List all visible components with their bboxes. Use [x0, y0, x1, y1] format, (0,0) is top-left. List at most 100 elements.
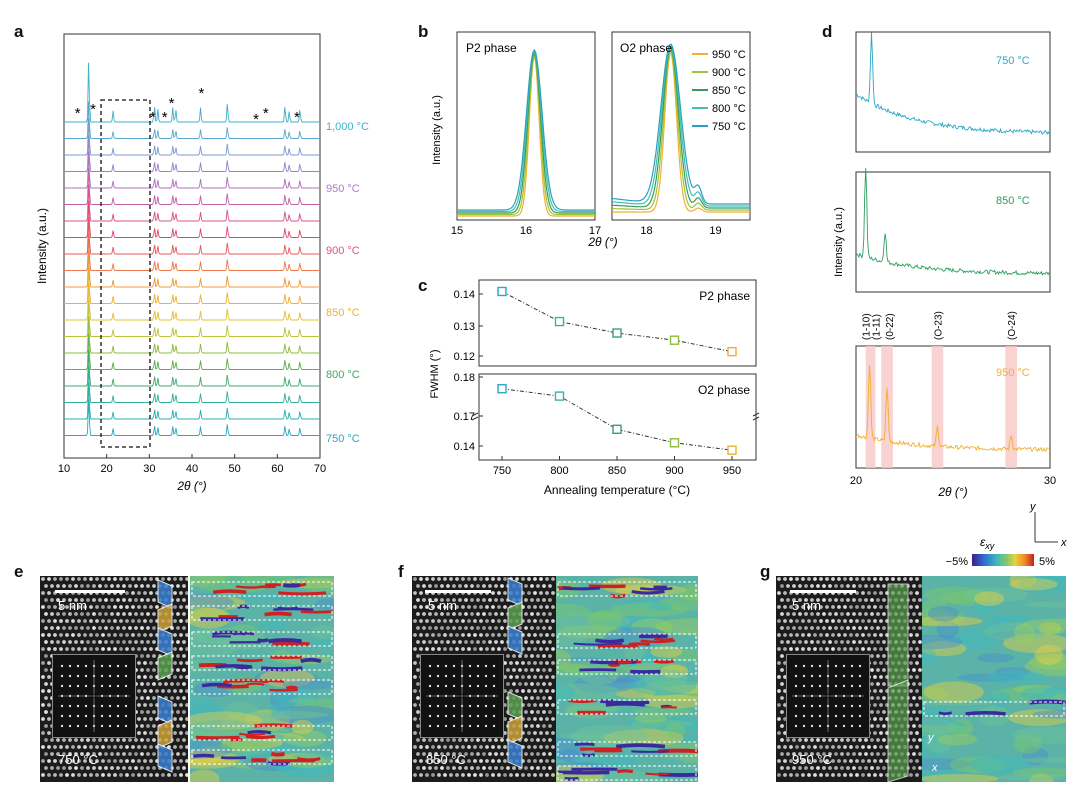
- atom-column: [467, 759, 471, 763]
- p2-peak-trace: [457, 51, 595, 214]
- atom-column: [777, 675, 781, 679]
- strain-blob: [1011, 726, 1066, 744]
- atom-column: [867, 605, 871, 609]
- atom-column: [74, 612, 78, 616]
- temp-label: 850 °C: [326, 307, 360, 319]
- atom-column: [876, 640, 880, 644]
- atom-column: [413, 619, 417, 623]
- strain-blob: [999, 773, 1065, 781]
- atom-column: [140, 682, 144, 686]
- atom-column: [446, 612, 450, 616]
- atom-column: [179, 633, 183, 637]
- atom-column: [59, 773, 63, 777]
- g-axis-y-label: y: [928, 732, 934, 744]
- strain-blob: [615, 687, 656, 699]
- atom-column: [413, 745, 417, 749]
- atom-column: [545, 759, 549, 763]
- star-marker: *: [169, 95, 175, 112]
- strain-blob: [989, 631, 1039, 639]
- atom-column: [876, 724, 880, 728]
- atom-column: [500, 598, 504, 602]
- atom-column: [810, 766, 814, 770]
- atom-column: [780, 766, 784, 770]
- atom-column: [56, 752, 60, 756]
- atom-column: [825, 633, 829, 637]
- scale-label-e: 5 nm: [58, 598, 87, 613]
- fft-spot: [492, 714, 496, 718]
- atom-column: [861, 605, 865, 609]
- atom-column: [437, 773, 441, 777]
- atom-column: [831, 773, 835, 777]
- atom-column: [47, 689, 51, 693]
- p2-peak-trace: [457, 52, 595, 216]
- strain-streak: [300, 657, 322, 664]
- atom-column: [813, 619, 817, 623]
- atom-column: [551, 759, 555, 763]
- atom-column: [804, 598, 808, 602]
- d-traces: [855, 32, 1050, 452]
- atom-column: [527, 745, 531, 749]
- atom-column: [122, 640, 126, 644]
- atom-column: [125, 619, 129, 623]
- atom-column: [44, 766, 48, 770]
- fft-spot: [452, 714, 456, 718]
- atom-column: [44, 612, 48, 616]
- atom-column: [461, 619, 465, 623]
- atom-column: [419, 773, 423, 777]
- fft-spot: [68, 724, 72, 728]
- fft-spot: [68, 674, 72, 678]
- atom-column: [795, 577, 799, 581]
- fft-spot: [444, 724, 448, 728]
- atom-column: [870, 766, 874, 770]
- hkl-label: (O-23): [933, 311, 944, 340]
- atom-column: [822, 584, 826, 588]
- atom-column: [128, 738, 132, 742]
- atom-column: [506, 654, 510, 658]
- atom-column: [909, 577, 913, 581]
- atom-column: [488, 626, 492, 630]
- atom-column: [828, 738, 832, 742]
- atom-column: [909, 619, 913, 623]
- atom-column: [801, 745, 805, 749]
- atom-column: [440, 612, 444, 616]
- atom-column: [855, 647, 859, 651]
- atom-column: [413, 675, 417, 679]
- atom-column: [879, 647, 883, 651]
- fft-spot: [84, 724, 88, 728]
- atom-column: [149, 759, 153, 763]
- atom-column: [122, 766, 126, 770]
- fft-spot: [68, 704, 72, 708]
- atom-column: [816, 738, 820, 742]
- fft-spot: [834, 724, 838, 728]
- atom-column: [479, 759, 483, 763]
- fft-spot: [484, 674, 488, 678]
- atom-column: [873, 745, 877, 749]
- legend-label: 900 °C: [712, 67, 746, 79]
- atom-column: [83, 577, 87, 581]
- atom-column: [834, 640, 838, 644]
- atom-column: [134, 752, 138, 756]
- strain-blob: [922, 634, 963, 650]
- atom-column: [777, 717, 781, 721]
- atom-column: [786, 640, 790, 644]
- fft-spot: [850, 714, 854, 718]
- atom-column: [494, 640, 498, 644]
- atom-column: [140, 710, 144, 714]
- strain-blob: [949, 756, 1006, 774]
- p2-x-tick: 17: [589, 225, 601, 237]
- atom-column: [53, 605, 57, 609]
- atom-column: [71, 647, 75, 651]
- strain-blob: [937, 733, 978, 746]
- atom-column: [167, 773, 171, 777]
- atom-column: [467, 773, 471, 777]
- atom-column: [798, 626, 802, 630]
- atom-column: [512, 654, 516, 658]
- strain-blob: [1042, 687, 1066, 695]
- strain-blob: [923, 681, 984, 703]
- atom-column: [458, 640, 462, 644]
- atom-column: [146, 612, 150, 616]
- atom-column: [185, 633, 188, 637]
- atom-column: [527, 703, 531, 707]
- fft-spot: [476, 674, 480, 678]
- atom-column: [870, 654, 874, 658]
